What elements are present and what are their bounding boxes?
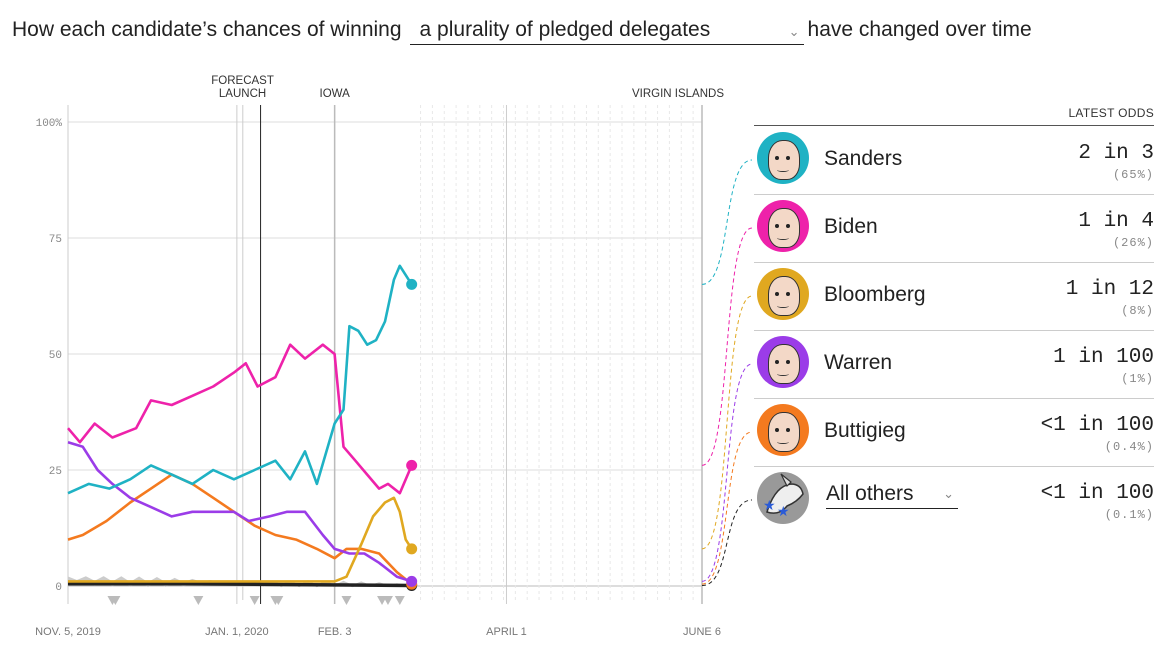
series-line-sanders (67, 264, 413, 495)
donkey-icon: ★ ★ (757, 472, 809, 524)
debate-marker (382, 596, 393, 605)
candidate-odds: 1 in 100 (1053, 346, 1154, 369)
event-label: VIRGIN ISLANDS (632, 88, 724, 100)
y-tick-label: 100% (36, 118, 63, 130)
buttigieg-avatar (757, 404, 809, 456)
debate-marker (193, 596, 204, 605)
svg-text:★: ★ (763, 497, 776, 513)
candidate-name: Sanders (824, 147, 903, 170)
y-tick-label: 75 (49, 234, 62, 246)
odds-row-sanders[interactable]: Sanders 2 in 3 (65%) (754, 126, 1154, 195)
connector-buttigieg (701, 431, 753, 585)
series-line-all-others (68, 581, 412, 588)
y-tick-label: 50 (49, 350, 62, 362)
odds-row-warren[interactable]: Warren 1 in 100 (1%) (754, 330, 1154, 399)
event-label: IOWA (320, 88, 351, 100)
latest-odds-header: LATEST ODDS (1068, 106, 1154, 120)
y-tick-label: 25 (49, 466, 62, 478)
candidate-pct: (0.1%) (1104, 508, 1154, 522)
series-line-biden (67, 343, 413, 495)
x-tick-label: JUNE 6 (683, 626, 721, 638)
legend-connectors (701, 159, 753, 587)
series-endpoint (406, 575, 418, 587)
candidate-name: Biden (824, 215, 878, 238)
debate-marker (273, 596, 284, 605)
candidate-odds: 1 in 12 (1065, 278, 1154, 301)
candidate-pct: (1%) (1121, 372, 1154, 386)
all-others-label: All others (826, 482, 914, 505)
headline-prefix: How each candidate’s chances of winning (12, 18, 402, 41)
candidate-odds: <1 in 100 (1040, 482, 1154, 505)
candidate-odds: 2 in 3 (1078, 142, 1154, 165)
latest-odds-panel: LATEST ODDS Sanders 2 in 3 (65%) Biden 1… (754, 0, 1154, 661)
debate-marker (341, 596, 352, 605)
chevron-down-icon: ⌄ (788, 24, 800, 39)
odds-row-all-others[interactable]: ★ ★ All others ⌄ <1 in 100 (0.1%) (754, 466, 1154, 534)
candidate-pct: (8%) (1121, 304, 1154, 318)
x-tick-label: NOV. 5, 2019 (35, 626, 101, 638)
candidate-name: Warren (824, 351, 893, 374)
x-tick-label: JAN. 1, 2020 (205, 626, 269, 638)
candidate-odds: 1 in 4 (1078, 210, 1154, 233)
series-lines (67, 264, 418, 592)
candidate-pct: (0.4%) (1104, 440, 1154, 454)
candidate-pct: (65%) (1112, 168, 1154, 182)
candidate-odds: <1 in 100 (1040, 414, 1154, 437)
all-others-dropdown[interactable]: All others ⌄ (826, 482, 958, 509)
odds-row-buttigieg[interactable]: Buttigieg <1 in 100 (0.4%) (754, 398, 1154, 467)
odds-row-biden[interactable]: Biden 1 in 4 (26%) (754, 194, 1154, 263)
event-label: LAUNCH (219, 88, 266, 100)
svg-text:★: ★ (777, 503, 790, 519)
series-line-buttigieg (67, 473, 413, 586)
debate-marker (394, 596, 405, 605)
x-tick-label: FEB. 3 (318, 626, 352, 638)
candidate-name: Bloomberg (824, 283, 926, 306)
series-line-bloomberg (68, 496, 413, 583)
candidate-pct: (26%) (1112, 236, 1154, 250)
x-tick-label: APRIL 1 (486, 626, 527, 638)
candidate-name: Buttigieg (824, 419, 906, 442)
debate-marker (249, 596, 260, 605)
connector-warren (701, 363, 753, 582)
outcome-dropdown[interactable]: a plurality of pledged delegates ⌄ (409, 18, 804, 45)
warren-avatar (757, 336, 809, 388)
series-endpoint (406, 278, 418, 290)
connector-all-others (701, 499, 753, 587)
bloomberg-avatar (757, 268, 809, 320)
biden-avatar (757, 200, 809, 252)
chevron-down-icon: ⌄ (943, 486, 954, 501)
debate-marker (110, 596, 121, 605)
chart-grid (67, 105, 703, 604)
odds-row-bloomberg[interactable]: Bloomberg 1 in 12 (8%) (754, 262, 1154, 331)
event-label: FORECAST (211, 75, 274, 87)
outcome-dropdown-value: a plurality of pledged delegates (419, 18, 711, 41)
series-endpoint (406, 459, 418, 471)
connector-bloomberg (701, 295, 753, 550)
axis-labels: 100% 75 50 25 0 NOV. 5, 2019 JAN. 1, 2020 FEB. … (35, 118, 721, 638)
y-tick-label: 0 (55, 582, 62, 594)
series-endpoint (406, 543, 418, 555)
header-rule (754, 125, 1154, 126)
series-line-warren (67, 440, 413, 583)
sanders-avatar (757, 132, 809, 184)
headline: How each candidate’s chances of winning … (12, 18, 1032, 45)
headline-suffix: have changed over time (807, 18, 1032, 41)
connector-biden (701, 227, 753, 466)
debate-markers (107, 596, 405, 605)
connector-sanders (701, 159, 753, 285)
